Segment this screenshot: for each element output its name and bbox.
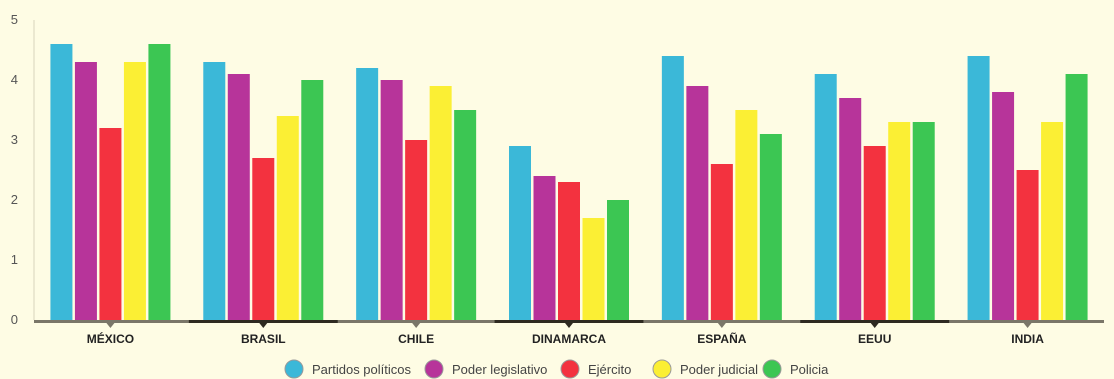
x-tick-label: DINAMARCA <box>532 332 606 346</box>
x-axis-segment <box>800 320 950 323</box>
legend-swatch <box>424 359 444 379</box>
legend: Partidos políticos Poder legislativo Ejérc… <box>284 359 829 379</box>
bar-eeuu-0[interactable] <box>814 74 837 320</box>
bar-méxico-2[interactable] <box>99 128 122 320</box>
bar-españa-0[interactable] <box>661 56 684 320</box>
x-tick-marker <box>717 323 726 328</box>
bar-chile-1[interactable] <box>380 80 403 320</box>
bar-españa-4[interactable] <box>759 134 782 320</box>
bar-india-2[interactable] <box>1016 170 1039 320</box>
legend-item[interactable]: Poder judicial <box>652 359 758 379</box>
legend-label: Partidos políticos <box>312 362 411 377</box>
y-tick-label: 3 <box>11 132 18 147</box>
x-axis-segment <box>341 320 491 323</box>
bar-méxico-0[interactable] <box>50 44 73 320</box>
x-tick-marker <box>565 323 573 328</box>
bar-eeuu-2[interactable] <box>863 146 886 320</box>
legend-swatch <box>652 359 672 379</box>
y-tick-label: 1 <box>11 252 18 267</box>
bar-brasil-4[interactable] <box>301 80 324 320</box>
bar-dinamarca-3[interactable] <box>582 218 605 320</box>
bar-dinamarca-4[interactable] <box>607 200 629 320</box>
bar-brasil-1[interactable] <box>227 74 250 320</box>
y-tick-label: 2 <box>11 192 18 207</box>
x-tick-label: ESPAÑA <box>697 331 746 346</box>
bar-brasil-0[interactable] <box>203 62 226 320</box>
x-tick-marker <box>106 323 115 328</box>
legend-label: Poder judicial <box>680 362 758 377</box>
bar-india-0[interactable] <box>967 56 990 320</box>
x-axis-segment <box>188 320 338 323</box>
x-tick-marker <box>412 323 421 328</box>
legend-swatch <box>560 359 580 379</box>
bar-dinamarca-0[interactable] <box>509 146 531 320</box>
legend-label: Poder legislativo <box>452 362 547 377</box>
x-tick-label: INDIA <box>1011 332 1044 346</box>
legend-item[interactable]: Poder legislativo <box>424 359 547 379</box>
x-axis-segment <box>36 320 185 323</box>
bar-brasil-2[interactable] <box>252 158 275 320</box>
bar-españa-2[interactable] <box>710 164 733 320</box>
legend-item[interactable]: Policia <box>762 359 829 379</box>
y-tick-label: 0 <box>11 312 18 327</box>
legend-swatch <box>762 359 782 379</box>
bar-dinamarca-1[interactable] <box>533 176 556 320</box>
bar-méxico-4[interactable] <box>148 44 171 320</box>
bar-eeuu-3[interactable] <box>888 122 911 320</box>
legend-item[interactable]: Partidos políticos <box>284 359 411 379</box>
x-tick-marker <box>1023 323 1032 328</box>
bar-chile-2[interactable] <box>405 140 428 320</box>
bar-chile-4[interactable] <box>454 110 477 320</box>
bar-méxico-3[interactable] <box>123 62 146 320</box>
bars-layer <box>50 44 1088 320</box>
x-axis-segment <box>647 320 797 323</box>
bar-eeuu-4[interactable] <box>912 122 935 320</box>
legend-item[interactable]: Ejército <box>560 359 631 379</box>
y-tick-label: 5 <box>11 12 18 27</box>
x-tick-marker <box>259 323 268 328</box>
y-axis: 0 1 2 3 4 5 <box>11 12 35 327</box>
x-axis-segment <box>953 320 1102 323</box>
legend-swatch <box>284 359 304 379</box>
bar-chile-0[interactable] <box>356 68 379 320</box>
bar-españa-1[interactable] <box>686 86 709 320</box>
bar-india-4[interactable] <box>1065 74 1088 320</box>
x-tick-label: EEUU <box>858 332 891 346</box>
x-tick-label: MÉXICO <box>87 331 134 346</box>
x-tick-label: BRASIL <box>241 332 286 346</box>
bar-chile-3[interactable] <box>429 86 452 320</box>
x-tick-marker <box>870 323 879 328</box>
x-axis: MÉXICO BRASIL CHILE DINAMARCA ESPAÑA EEUU INDI… <box>34 320 1104 346</box>
bar-india-1[interactable] <box>992 92 1015 320</box>
bar-eeuu-1[interactable] <box>839 98 862 320</box>
legend-label: Policia <box>790 362 829 377</box>
y-tick-label: 4 <box>11 72 18 87</box>
bar-españa-3[interactable] <box>735 110 758 320</box>
bar-brasil-3[interactable] <box>276 116 299 320</box>
x-tick-label: CHILE <box>398 332 434 346</box>
bar-dinamarca-2[interactable] <box>558 182 580 320</box>
x-axis-segment <box>494 320 644 323</box>
legend-label: Ejército <box>588 362 631 377</box>
bar-india-3[interactable] <box>1041 122 1064 320</box>
bar-méxico-1[interactable] <box>74 62 97 320</box>
